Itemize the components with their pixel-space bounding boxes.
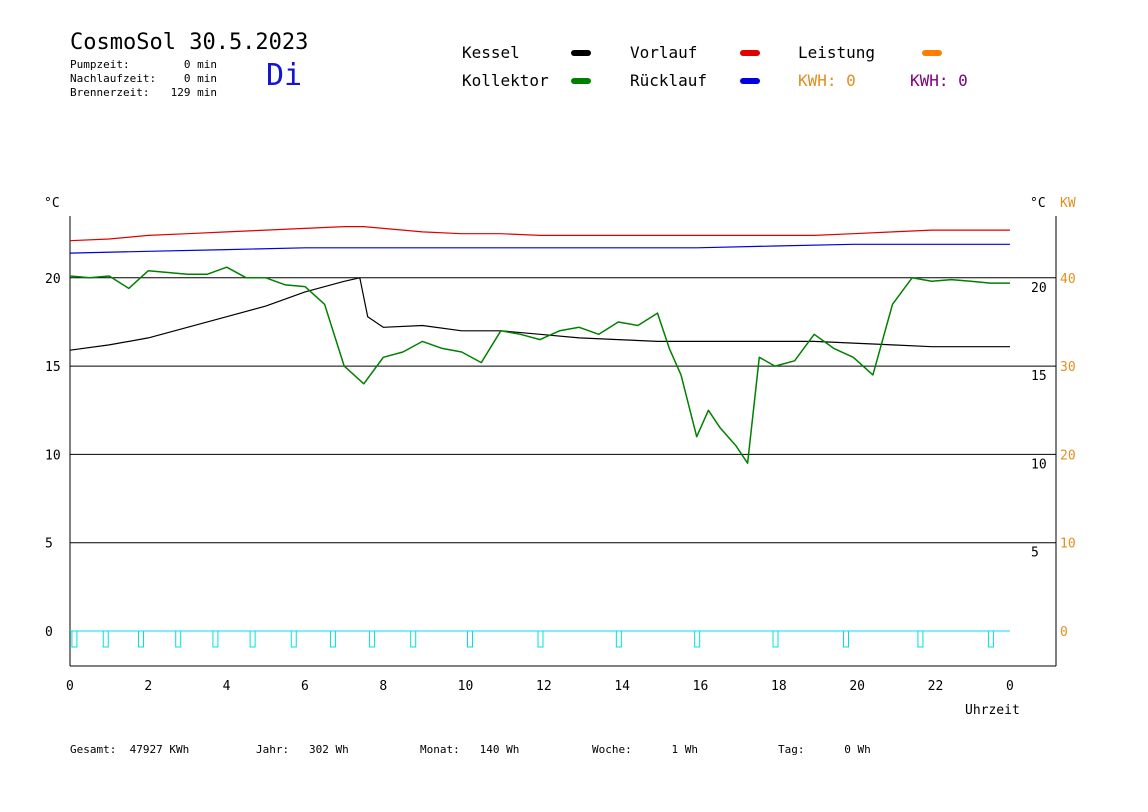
x-tick-label: 18 [771, 679, 787, 694]
stat-value: 0 min [183, 72, 217, 85]
x-axis-label: Uhrzeit [965, 703, 1020, 718]
series-line-vorlauf [69, 226, 1010, 242]
x-tick-label: 10 [458, 679, 474, 694]
stat-label: Pumpzeit: [70, 58, 130, 71]
x-tick-label: 14 [614, 679, 630, 694]
y-tick-left: 15 [45, 360, 61, 375]
y-tick-left: 20 [45, 272, 61, 287]
burner-marker [467, 630, 473, 648]
chart-labels: 0 5 10 15 20 5 10 15 20 0 10 20 30 40 °C °C KW 0 2 4 6 8 10 12 1… [44, 196, 1076, 718]
legend-kollektor-swatch [571, 78, 591, 84]
burner-marker [71, 630, 78, 648]
y-axis-label-left: °C [44, 196, 60, 211]
footer-value: 0 Wh [844, 743, 871, 756]
burner-marker [410, 630, 417, 648]
burner-marker [987, 630, 994, 648]
series-line-kollektor [69, 266, 1010, 464]
footer-label: Woche: [592, 743, 632, 756]
burner-marker [537, 630, 544, 648]
y-tick-right: 10 [1031, 457, 1047, 472]
x-tick-label: 4 [223, 679, 231, 694]
burner-marker [212, 630, 219, 648]
x-tick-label: 20 [849, 679, 865, 694]
y-tick-left: 10 [45, 448, 61, 463]
burner-marker [290, 630, 297, 648]
y-tick-left: 5 [45, 537, 53, 552]
footer-value: 1 Wh [671, 743, 699, 756]
stat-label: Nachlaufzeit: [70, 72, 157, 85]
legend-leistung: Leistung [798, 43, 876, 62]
footer-tag: Tag: 0 Wh [778, 743, 871, 756]
stat-label: Brennerzeit: [70, 86, 150, 99]
footer-monat: Monat: 140 Wh [420, 743, 519, 756]
x-tick-label: 12 [536, 679, 552, 694]
y-tick-kw: 0 [1060, 625, 1068, 640]
footer-value: 140 Wh [479, 743, 520, 756]
burner-marker [615, 630, 622, 648]
stat-brennerzeit: Brennerzeit: 129 min [70, 86, 217, 99]
footer-label: Tag: [778, 743, 805, 756]
legend-ruecklauf-swatch [740, 78, 760, 84]
y-tick-kw: 20 [1060, 448, 1076, 463]
y-tick-kw: 30 [1060, 360, 1076, 375]
footer-value: 302 Wh [309, 743, 349, 756]
footer-woche: Woche: 1 Wh [592, 743, 698, 756]
legend-ruecklauf: Rücklauf [630, 71, 708, 90]
footer-value: 47927 KWh [129, 743, 190, 756]
y-tick-right: 15 [1031, 369, 1047, 384]
weekday-label: Di [266, 58, 303, 93]
burner-marker [772, 630, 779, 648]
burner-marker [917, 630, 924, 648]
x-tick-label: 6 [301, 679, 309, 694]
burner-marker [102, 630, 109, 648]
footer-jahr: Jahr: 302 Wh [256, 743, 349, 756]
y-tick-kw: 10 [1060, 537, 1076, 552]
x-tick-label: 0 [66, 679, 74, 694]
y-axis-label-kw: KW [1060, 196, 1076, 211]
burner-marker [694, 630, 701, 648]
x-tick-label: 0 [1006, 679, 1014, 694]
chart-axes [69, 216, 1057, 667]
y-tick-kw: 40 [1060, 272, 1076, 287]
stat-nachlaufzeit: Nachlaufzeit: 0 min [70, 72, 217, 85]
burner-marker [249, 630, 256, 648]
burner-marker [843, 630, 849, 648]
burner-markers [71, 630, 994, 648]
series-line-ruecklauf [69, 243, 1010, 254]
footer-label: Jahr: [256, 743, 290, 756]
y-tick-right: 5 [1031, 546, 1039, 561]
legend-leistung-swatch [922, 50, 942, 56]
legend-kollektor: Kollektor [462, 71, 549, 90]
legend-vorlauf: Vorlauf [630, 43, 698, 62]
page-title: CosmoSol 30.5.2023 [70, 30, 309, 55]
stat-pumpzeit: Pumpzeit: 0 min [70, 58, 217, 71]
kwh-label-1: KWH: 0 [798, 71, 856, 90]
footer-label: Gesamt: [70, 743, 117, 756]
legend-vorlauf-swatch [740, 50, 760, 56]
y-tick-left: 0 [45, 625, 53, 640]
x-tick-label: 16 [693, 679, 709, 694]
legend-kessel: Kessel [462, 43, 520, 62]
chart-series [69, 226, 1010, 464]
burner-marker [175, 630, 182, 648]
burner-marker [369, 630, 376, 648]
burner-marker [138, 630, 144, 648]
burner-marker [329, 630, 336, 648]
y-axis-label-right: °C [1030, 196, 1046, 211]
x-tick-label: 22 [928, 679, 944, 694]
kwh-label-2: KWH: 0 [910, 71, 968, 90]
x-tick-label: 2 [144, 679, 152, 694]
footer-label: Monat: [420, 743, 460, 756]
footer-gesamt: Gesamt: 47927 KWh [70, 743, 189, 756]
legend-kessel-swatch [571, 50, 591, 56]
x-tick-label: 8 [379, 679, 387, 694]
stat-value: 0 min [183, 58, 217, 71]
y-tick-right: 20 [1031, 281, 1047, 296]
stat-value: 129 min [170, 86, 217, 99]
